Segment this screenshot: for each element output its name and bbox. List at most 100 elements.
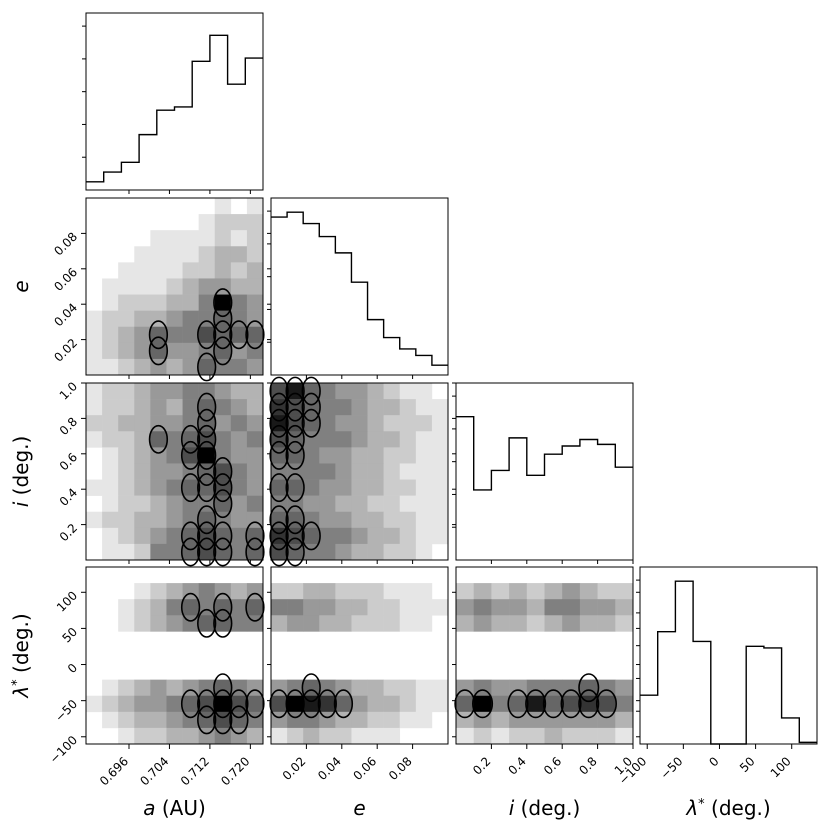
- density-cell-a-e: [214, 214, 232, 231]
- density-cell-e-i: [351, 383, 368, 400]
- density-cell-a-i: [102, 399, 119, 416]
- density-cell-a-i: [102, 511, 119, 529]
- density-cell-e-i: [367, 431, 384, 448]
- x-tick-label-i: 0.2: [470, 754, 493, 777]
- contour-a-i: [197, 521, 217, 551]
- density-cell-e-lambda: [415, 695, 433, 713]
- histogram-lambda: [640, 580, 817, 745]
- density-cell-a-lambda: [150, 695, 167, 713]
- density-cell-a-e: [230, 230, 248, 247]
- density-cell-a-i: [150, 399, 167, 416]
- density-cell-a-e: [246, 294, 264, 311]
- density-cell-a-e: [182, 310, 199, 328]
- density-cell-e-lambda: [303, 599, 320, 616]
- contour-i-lambda: [578, 673, 600, 703]
- density-cell-a-i: [230, 543, 248, 561]
- density-cell-a-lambda: [182, 727, 199, 745]
- density-cell-e-i: [335, 463, 352, 480]
- density-cell-a-i: [134, 383, 151, 400]
- density-cell-e-lambda: [415, 615, 433, 632]
- density-cell-e-i: [415, 543, 433, 561]
- density-cell-i-lambda: [456, 695, 474, 713]
- density-cell-e-i: [319, 463, 336, 480]
- density-cell-a-lambda: [166, 711, 183, 729]
- density-cell-e-i: [367, 495, 384, 513]
- density-cell-i-lambda: [526, 583, 545, 600]
- density-cell-a-i: [230, 527, 248, 545]
- density-cell-i-lambda: [615, 583, 634, 600]
- density-cell-e-i: [367, 527, 384, 545]
- density-cell-a-i: [86, 431, 103, 448]
- density-cell-e-i: [399, 399, 417, 416]
- density-cell-e-lambda: [415, 711, 433, 729]
- density-cell-e-i: [415, 495, 433, 513]
- density-cell-e-i: [319, 527, 336, 545]
- density-cell-e-lambda: [399, 615, 417, 632]
- density-cell-a-i: [102, 495, 119, 513]
- density-cell-e-lambda: [287, 695, 304, 713]
- contour-i-lambda: [578, 689, 600, 719]
- contour-a-e: [197, 320, 217, 350]
- density-cell-a-e: [230, 246, 248, 263]
- density-cell-e-lambda: [415, 583, 433, 600]
- contour-a-i: [245, 521, 265, 551]
- density-cell-e-i: [351, 543, 368, 561]
- density-cell-a-lambda: [134, 583, 151, 600]
- density-cell-a-e: [166, 230, 183, 247]
- density-cell-e-i: [367, 447, 384, 464]
- density-cell-i-lambda: [597, 615, 616, 632]
- density-cell-a-i: [246, 415, 264, 432]
- density-cell-e-i: [431, 463, 449, 480]
- density-cell-e-i: [383, 543, 401, 561]
- x-tick-label-lambda: −50: [658, 754, 686, 782]
- density-cell-a-e: [166, 294, 183, 311]
- x-tick-label-a: 0.696: [97, 754, 131, 788]
- density-cell-a-lambda: [102, 711, 119, 729]
- density-cell-a-lambda: [86, 695, 103, 713]
- histogram-e: [271, 211, 448, 366]
- contour-i-lambda: [542, 689, 564, 719]
- density-cell-a-i: [118, 527, 135, 545]
- density-cell-a-i: [118, 447, 135, 464]
- density-cell-a-e: [214, 230, 232, 247]
- density-cell-a-e: [134, 278, 151, 295]
- density-cell-e-lambda: [383, 615, 401, 632]
- density-cell-i-lambda: [579, 599, 598, 616]
- density-cell-i-lambda: [491, 679, 510, 697]
- density-cell-a-e: [230, 214, 248, 231]
- contour-a-lambda: [213, 673, 233, 703]
- contour-e-i: [301, 521, 321, 551]
- y-tick-label-lambda: 0: [65, 661, 80, 676]
- density-cell-e-i: [319, 479, 336, 496]
- density-cell-a-i: [246, 463, 264, 480]
- density-cell-e-i: [287, 479, 304, 496]
- density-cell-a-e: [198, 246, 216, 263]
- density-cell-i-lambda: [579, 727, 598, 745]
- density-cell-e-i: [367, 511, 384, 529]
- contour-e-i: [269, 473, 289, 503]
- density-cell-i-lambda: [509, 583, 528, 600]
- y-tick-label-e: 0.06: [51, 265, 80, 294]
- contour-a-i: [197, 505, 217, 535]
- contour-a-e: [245, 320, 265, 350]
- density-cell-e-i: [351, 495, 368, 513]
- contour-a-lambda: [197, 705, 217, 735]
- density-cell-a-i: [134, 495, 151, 513]
- density-cell-a-i: [230, 511, 248, 529]
- density-cell-e-lambda: [431, 679, 449, 697]
- density-cell-a-i: [118, 431, 135, 448]
- density-cell-a-i: [214, 383, 232, 400]
- density-cell-e-lambda: [367, 727, 384, 745]
- x-tick-label-a: 0.720: [218, 754, 252, 788]
- contour-a-lambda: [213, 689, 233, 719]
- density-cell-i-lambda: [509, 727, 528, 745]
- contour-a-e: [148, 320, 169, 350]
- contour-a-i: [213, 489, 233, 519]
- density-cell-a-e: [118, 326, 135, 344]
- density-cell-a-i: [214, 415, 232, 432]
- density-cell-e-lambda: [271, 695, 288, 713]
- density-cell-a-i: [118, 511, 135, 529]
- density-cell-e-lambda: [287, 615, 304, 632]
- density-cell-e-lambda: [351, 727, 368, 745]
- density-cell-e-i: [351, 463, 368, 480]
